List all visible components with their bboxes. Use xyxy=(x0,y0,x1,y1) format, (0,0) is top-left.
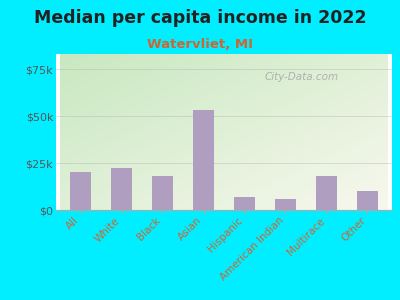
Bar xyxy=(152,176,173,210)
Bar xyxy=(111,168,132,210)
Bar xyxy=(357,191,378,210)
Bar xyxy=(316,176,337,210)
Bar xyxy=(275,199,296,210)
Text: Watervliet, MI: Watervliet, MI xyxy=(147,38,253,50)
Bar xyxy=(234,197,255,210)
Bar xyxy=(193,110,214,210)
Text: Median per capita income in 2022: Median per capita income in 2022 xyxy=(34,9,366,27)
Bar xyxy=(70,172,91,210)
Text: City-Data.com: City-Data.com xyxy=(264,72,338,82)
